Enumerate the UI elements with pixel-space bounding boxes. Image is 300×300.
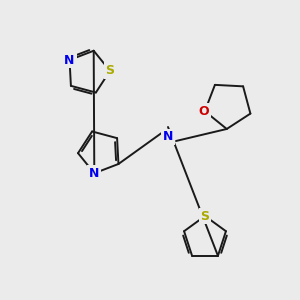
Text: S: S bbox=[200, 209, 209, 223]
Text: S: S bbox=[106, 64, 115, 77]
Text: O: O bbox=[199, 105, 209, 118]
Text: N: N bbox=[89, 167, 100, 180]
Text: N: N bbox=[64, 53, 75, 67]
Text: N: N bbox=[163, 130, 173, 143]
